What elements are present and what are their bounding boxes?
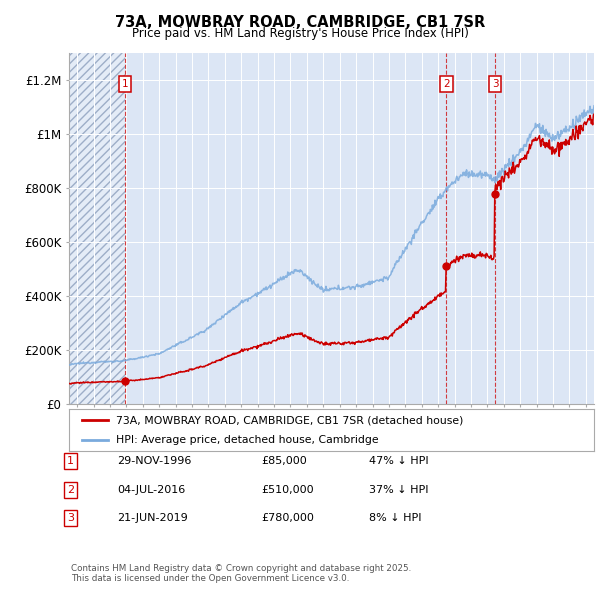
Text: 73A, MOWBRAY ROAD, CAMBRIDGE, CB1 7SR: 73A, MOWBRAY ROAD, CAMBRIDGE, CB1 7SR [115, 15, 485, 30]
Text: 1: 1 [67, 457, 74, 466]
Text: HPI: Average price, detached house, Cambridge: HPI: Average price, detached house, Camb… [116, 435, 379, 445]
Text: 73A, MOWBRAY ROAD, CAMBRIDGE, CB1 7SR (detached house): 73A, MOWBRAY ROAD, CAMBRIDGE, CB1 7SR (d… [116, 415, 464, 425]
Text: 47% ↓ HPI: 47% ↓ HPI [369, 457, 428, 466]
Text: 8% ↓ HPI: 8% ↓ HPI [369, 513, 421, 523]
Text: 2: 2 [67, 485, 74, 494]
Text: Price paid vs. HM Land Registry's House Price Index (HPI): Price paid vs. HM Land Registry's House … [131, 27, 469, 40]
Bar [69, 53, 125, 404]
Text: £780,000: £780,000 [261, 513, 314, 523]
Text: 21-JUN-2019: 21-JUN-2019 [117, 513, 188, 523]
Text: 37% ↓ HPI: 37% ↓ HPI [369, 485, 428, 494]
Text: 1: 1 [122, 79, 128, 89]
Text: £85,000: £85,000 [261, 457, 307, 466]
Text: 29-NOV-1996: 29-NOV-1996 [117, 457, 191, 466]
Text: 3: 3 [492, 79, 499, 89]
Text: Contains HM Land Registry data © Crown copyright and database right 2025.
This d: Contains HM Land Registry data © Crown c… [71, 563, 411, 583]
Text: £510,000: £510,000 [261, 485, 314, 494]
Text: 04-JUL-2016: 04-JUL-2016 [117, 485, 185, 494]
Text: 2: 2 [443, 79, 449, 89]
Bar [69, 53, 125, 404]
Text: 3: 3 [67, 513, 74, 523]
